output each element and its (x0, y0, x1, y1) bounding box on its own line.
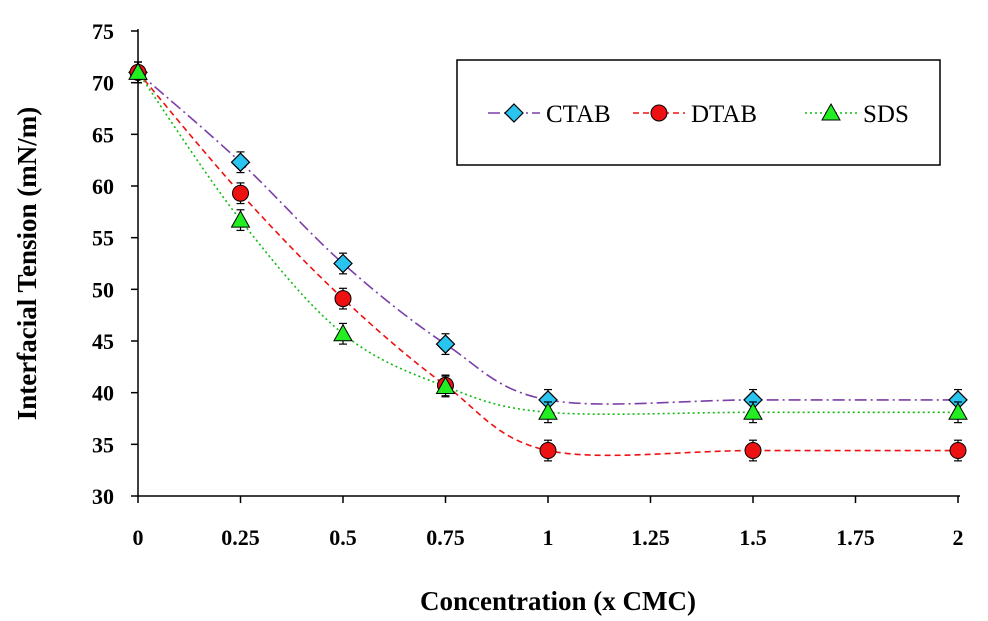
data-point-ctab (230, 152, 251, 173)
data-point-ctab (435, 334, 456, 354)
x-tick-label: 1.25 (631, 525, 670, 550)
legend-label-ctab: CTAB (546, 101, 611, 128)
legend-marker-ctab (504, 103, 524, 123)
data-point-sds (743, 402, 763, 420)
y-tick-label: 65 (92, 122, 114, 147)
legend-label-sds: SDS (863, 101, 909, 128)
axes: 30 35 40 45 50 55 60 65 70 75 0 0.25 0.5 0.75 1 1.25 1.5… (92, 19, 964, 550)
series-layer (128, 61, 968, 462)
x-tick-label: 0.25 (221, 525, 260, 550)
legend-marker-sds (821, 102, 841, 121)
y-tick-label: 50 (92, 277, 114, 302)
data-point-sds (948, 402, 968, 420)
y-tick-label: 35 (92, 432, 114, 457)
x-tick-label: 0.5 (329, 525, 357, 550)
x-tick-label: 1.75 (836, 525, 875, 550)
data-point-dtab (232, 184, 249, 202)
legend-box (456, 59, 941, 166)
y-axis-title: Interfacial Tension (mN/m) (12, 107, 42, 421)
y-tick-label: 45 (92, 329, 114, 354)
legend-marker-dtab (650, 104, 668, 122)
data-point-ctab (333, 253, 353, 274)
x-tick-label: 0.75 (426, 525, 465, 550)
y-tick-label: 70 (92, 71, 114, 96)
data-point-sds (128, 62, 148, 80)
data-point-dtab (539, 442, 557, 460)
y-tick-label: 30 (92, 484, 114, 509)
legend-label-dtab: DTAB (691, 101, 757, 128)
data-point-sds (435, 376, 456, 394)
data-point-sds (333, 323, 353, 342)
y-tick-label: 75 (92, 19, 114, 44)
x-tick-label: 1 (543, 525, 554, 550)
x-axis-title: Concentration (x CMC) (420, 586, 696, 616)
x-tick-label: 0 (133, 525, 144, 550)
legend: CTAB DTAB SDS (456, 59, 941, 166)
y-tick-label: 40 (92, 381, 114, 406)
series-points-sds (128, 61, 968, 424)
data-point-dtab (334, 290, 352, 308)
y-tick-label: 55 (92, 226, 114, 251)
data-point-dtab (949, 442, 967, 460)
data-point-sds (538, 402, 558, 420)
x-tick-label: 1.5 (739, 525, 767, 550)
x-tick-label: 2 (953, 525, 964, 550)
data-point-dtab (744, 442, 762, 460)
data-point-sds (230, 210, 251, 228)
y-tick-label: 60 (92, 174, 114, 199)
